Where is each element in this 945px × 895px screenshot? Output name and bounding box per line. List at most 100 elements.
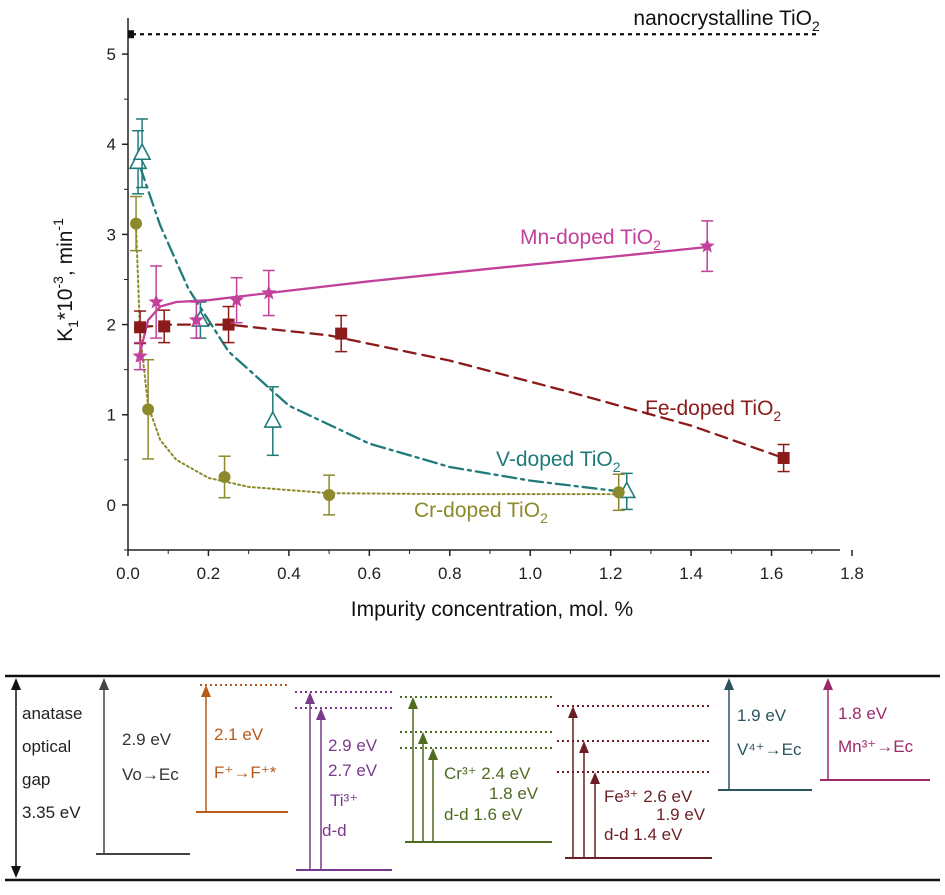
fe-label-main: Fe-doped TiO: [645, 397, 773, 420]
cr-line-1: Cr³⁺ 2.4 eV: [444, 764, 531, 783]
mn-data-point: [132, 348, 148, 363]
ti-transition: 2.9 eV 2.7 eV Ti³⁺ d-d: [295, 691, 392, 871]
v-arrow-head: [724, 678, 734, 690]
mn-data-point: [261, 285, 277, 300]
fe-transition: Fe³⁺ 2.6 eV 1.9 eV d-d 1.4 eV: [557, 705, 712, 859]
reference-marker: [128, 30, 134, 39]
mn-arrow-head: [823, 678, 833, 690]
v-fit-line: [138, 165, 628, 494]
fe-arrow-1-head: [568, 706, 578, 718]
cr-data-point: [218, 470, 231, 483]
mn-label-main: Mn-doped TiO: [520, 226, 653, 249]
fe-data-point: [158, 320, 171, 333]
energy-diagram: anatase optical gap 3.35 eV 2.9 eV Vo→Ec…: [5, 674, 940, 882]
mn-label: Mn³⁺→Ec: [838, 737, 914, 756]
gap-label-1: anatase: [22, 704, 83, 723]
x-tick-label: 1.0: [518, 564, 542, 583]
cr-data-point: [612, 486, 625, 499]
v-data-point: [132, 142, 152, 161]
f-label: F⁺→F⁺*: [214, 763, 277, 782]
series-layer: [128, 118, 790, 516]
x-tick-label: 0.0: [116, 564, 140, 583]
ti-dd: d-d: [322, 821, 347, 840]
cr-series-label: Cr-doped TiO2: [414, 499, 548, 526]
x-axis-label: Impurity concentration, mol. %: [351, 598, 633, 621]
mn-data-point: [229, 292, 245, 307]
cr-data-point: [323, 488, 336, 501]
fe-line-1: Fe³⁺ 2.6 eV: [604, 787, 693, 806]
fe-data-point: [335, 327, 348, 340]
fe-label-sub: 2: [773, 408, 781, 424]
cr-transition: Cr³⁺ 2.4 eV 1.8 eV d-d 1.6 eV: [400, 696, 552, 843]
ti-energy-1: 2.9 eV: [328, 736, 378, 755]
cr-label-sub: 2: [540, 510, 548, 526]
vo-energy: 2.9 eV: [122, 730, 172, 749]
cr-data-point: [142, 403, 155, 416]
ti-ion: Ti³⁺: [330, 791, 358, 810]
y-tick-label: 5: [107, 45, 116, 64]
v-transition: 1.9 eV V⁴⁺→Ec: [718, 678, 812, 791]
y-label-exp: -3: [50, 276, 66, 289]
vo-label: Vo→Ec: [122, 765, 179, 784]
fe-data-point: [777, 452, 790, 465]
ti-energy-2: 2.7 eV: [328, 761, 378, 780]
chart-axes: [127, 18, 840, 551]
cr-label-main: Cr-doped TiO: [414, 499, 540, 522]
mn-transition: 1.8 eV Mn³⁺→Ec: [820, 678, 930, 781]
v-label: V⁴⁺→Ec: [737, 740, 802, 759]
fe-arrow-3-head: [590, 772, 600, 784]
cr-arrow-3-head: [428, 748, 438, 760]
mn-data-point: [148, 294, 164, 309]
ti-arrow-1-head: [305, 692, 315, 704]
x-tick-label: 0.8: [438, 564, 462, 583]
x-tick-label: 0.2: [197, 564, 221, 583]
ti-arrow-2-head: [316, 708, 326, 720]
v-series-label: V-doped TiO2: [496, 448, 621, 475]
y-label-k: K: [54, 328, 77, 342]
reference-label: nanocrystalline TiO2: [633, 7, 820, 34]
y-axis-label: K1*10-3, min-1: [50, 218, 81, 342]
x-tick-label: 0.4: [277, 564, 301, 583]
x-tick-group: 0.0 0.2 0.4 0.6 0.8 1.0 1.2 1.4 1.6 1.8: [116, 550, 864, 583]
y-label-mult: *10: [54, 289, 77, 321]
x-tick-label: 1.2: [599, 564, 623, 583]
f-transition: 2.1 eV F⁺→F⁺*: [196, 684, 288, 813]
cr-arrow-2-head: [418, 732, 428, 744]
fe-line-2: 1.9 eV: [656, 805, 706, 824]
v-energy: 1.9 eV: [737, 706, 787, 725]
reference-label-sub: 2: [812, 18, 820, 34]
fe-data-point: [134, 321, 147, 334]
mn-data-point: [188, 312, 204, 327]
x-tick-label: 1.4: [679, 564, 703, 583]
mn-fit-line: [136, 245, 709, 362]
gap-arrow-up-head: [11, 678, 21, 690]
y-label-k-sub: 1: [65, 320, 81, 328]
y-label-unit-exp: -1: [50, 218, 66, 231]
gap-label-2: optical: [22, 737, 71, 756]
x-tick-label: 1.6: [760, 564, 784, 583]
y-tick-label: 3: [107, 225, 116, 244]
f-energy: 2.1 eV: [214, 725, 264, 744]
x-tick-label: 0.6: [358, 564, 382, 583]
v-data-point: [263, 410, 283, 428]
fe-fit-line: [138, 323, 785, 460]
mn-series-label: Mn-doped TiO2: [520, 226, 661, 253]
v-label-sub: 2: [613, 459, 621, 475]
fe-data-point: [222, 318, 235, 331]
f-arrow-head: [201, 685, 211, 697]
v-label-main: V-doped TiO: [496, 448, 613, 471]
cr-data-point: [130, 217, 143, 230]
cr-line-3: d-d 1.6 eV: [444, 805, 523, 824]
y-label-unit: , min: [54, 231, 77, 277]
fe-series-label: Fe-doped TiO2: [645, 397, 781, 424]
y-tick-label: 2: [107, 316, 116, 335]
mn-label-sub: 2: [653, 237, 661, 253]
mn-energy: 1.8 eV: [838, 704, 888, 723]
vo-arrow-head: [99, 678, 109, 690]
y-tick-group: 0 1 2 3 4 5: [107, 45, 128, 551]
gap-label-4: 3.35 eV: [22, 803, 81, 822]
y-tick-label: 0: [107, 496, 116, 515]
fe-arrow-2-head: [579, 741, 589, 753]
x-tick-label: 1.8: [840, 564, 864, 583]
